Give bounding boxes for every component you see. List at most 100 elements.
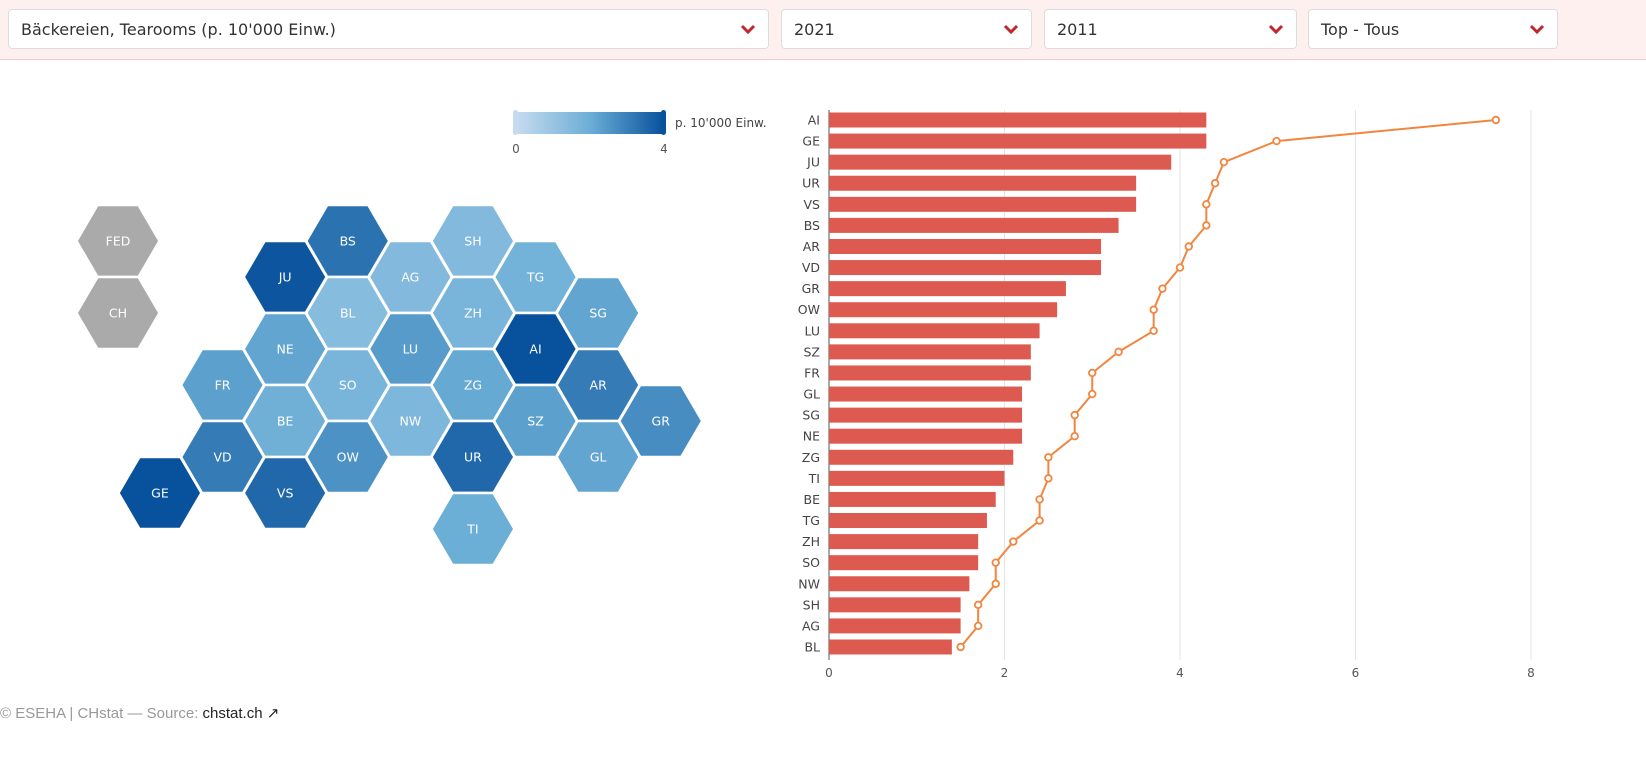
year-select[interactable]: 2021: [781, 9, 1032, 49]
hex-map: FED CH GE FR VD JU NE BE VS BS BL SO OW AG LU NW SH ZH ZG U…: [75, 203, 704, 567]
bar-gr[interactable]: [829, 281, 1066, 297]
hex-ow[interactable]: OW: [304, 419, 391, 495]
point-2011-fr[interactable]: [1088, 368, 1097, 378]
bar-fr[interactable]: [829, 365, 1031, 381]
hex-gr[interactable]: GR: [617, 383, 704, 459]
bar-sh[interactable]: [829, 597, 961, 613]
hex-label: GL: [590, 450, 607, 465]
chevron-down-icon: [1529, 24, 1545, 35]
bar-zg[interactable]: [829, 449, 1014, 465]
bar-zh[interactable]: [829, 534, 979, 550]
bar-bl[interactable]: [829, 639, 952, 655]
point-2011-gl[interactable]: [1088, 389, 1097, 399]
legend-max-handle[interactable]: [661, 110, 666, 135]
point-2011-vs[interactable]: [1202, 200, 1211, 209]
bar-ju[interactable]: [829, 154, 1172, 170]
bar-ge[interactable]: [829, 133, 1207, 149]
bar-ai[interactable]: [829, 112, 1207, 128]
point-2011-be[interactable]: [1035, 495, 1044, 504]
hex-shape[interactable]: [617, 383, 704, 459]
hex-label: BS: [340, 234, 356, 249]
bar-ne[interactable]: [829, 428, 1023, 444]
bar-ti[interactable]: [829, 470, 1005, 486]
hex-label: OW: [337, 450, 359, 465]
year-select-value: 2021: [794, 19, 835, 39]
point-2011-gr[interactable]: [1158, 284, 1167, 293]
point-2011-zg[interactable]: [1044, 453, 1053, 462]
bar-bs[interactable]: [829, 217, 1119, 233]
hex-label: ZH: [464, 306, 482, 321]
y-tick-label: TG: [802, 513, 820, 528]
source-link[interactable]: chstat.ch ↗: [202, 705, 280, 722]
bar-ag[interactable]: [829, 618, 961, 634]
bar-vd[interactable]: [829, 260, 1102, 276]
y-tick-label: ZG: [802, 450, 820, 465]
bar-ow[interactable]: [829, 302, 1058, 318]
point-2011-bl[interactable]: [956, 642, 965, 652]
hex-shape[interactable]: [429, 491, 516, 567]
point-2011-ne[interactable]: [1070, 432, 1079, 441]
point-2011-ge[interactable]: [1272, 136, 1281, 146]
point-2011-nw[interactable]: [991, 579, 1000, 588]
x-tick-label: 4: [1176, 666, 1184, 680]
y-tick-label: FR: [804, 365, 820, 380]
point-2011-vd[interactable]: [1175, 263, 1185, 272]
point-2011-sg[interactable]: [1070, 410, 1079, 420]
y-tick-label: GE: [802, 134, 820, 149]
legend-min-handle[interactable]: [513, 110, 518, 135]
y-tick-label: NW: [798, 576, 820, 591]
ranking-select[interactable]: Top - Tous: [1308, 9, 1558, 49]
y-tick-label: OW: [798, 302, 820, 317]
y-tick-label: UR: [802, 176, 820, 191]
hex-sh[interactable]: SH: [429, 203, 516, 279]
point-2011-ur[interactable]: [1210, 179, 1220, 188]
y-tick-label: BS: [804, 218, 820, 233]
bar-be[interactable]: [829, 491, 996, 507]
bar-gl[interactable]: [829, 386, 1023, 402]
point-2011-bs[interactable]: [1202, 221, 1211, 230]
y-tick-label: AR: [803, 239, 821, 254]
hex-label: SH: [464, 234, 481, 249]
bar-ar[interactable]: [829, 238, 1102, 254]
hex-fed[interactable]: FED: [75, 203, 161, 279]
x-tick-label: 8: [1527, 666, 1535, 680]
point-2011-ti[interactable]: [1044, 474, 1053, 483]
bar-tg[interactable]: [829, 513, 987, 529]
point-2011-ag[interactable]: [973, 621, 983, 631]
bar-sz[interactable]: [829, 344, 1031, 360]
y-tick-label: LU: [805, 323, 821, 338]
legend-unit-label: p. 10'000 Einw.: [675, 116, 767, 130]
point-2011-so[interactable]: [991, 558, 1000, 567]
chevron-down-icon: [1268, 24, 1284, 35]
point-2011-zh[interactable]: [1009, 537, 1018, 546]
bar-vs[interactable]: [829, 196, 1137, 212]
y-tick-label: VD: [802, 260, 820, 275]
hex-label: AI: [529, 342, 541, 357]
point-2011-ar[interactable]: [1184, 242, 1193, 251]
hex-shape[interactable]: [75, 275, 161, 351]
indicator-select[interactable]: Bäckereien, Tearooms (p. 10'000 Einw.): [8, 9, 769, 49]
hex-ch[interactable]: CH: [75, 275, 161, 351]
point-2011-ju[interactable]: [1219, 157, 1229, 167]
bar-ur[interactable]: [829, 175, 1137, 191]
y-tick-label: SG: [802, 408, 820, 423]
chevron-down-icon: [740, 24, 756, 35]
point-2011-sz[interactable]: [1114, 347, 1123, 357]
point-2011-sh[interactable]: [973, 600, 983, 610]
point-2011-ow[interactable]: [1149, 305, 1158, 314]
bar-nw[interactable]: [829, 576, 970, 592]
hex-label: JU: [278, 270, 292, 285]
bar-so[interactable]: [829, 555, 979, 571]
ranking-select-value: Top - Tous: [1321, 19, 1400, 39]
bar-lu[interactable]: [829, 323, 1040, 339]
point-2011-lu[interactable]: [1149, 326, 1158, 335]
bar-sg[interactable]: [829, 407, 1023, 423]
hex-label: VS: [277, 486, 294, 501]
point-2011-tg[interactable]: [1035, 516, 1044, 525]
footer: © ESEHA | CHstat — Source: chstat.ch ↗: [0, 704, 279, 722]
compare-year-select[interactable]: 2011: [1044, 9, 1297, 49]
hex-ti[interactable]: TI: [429, 491, 516, 567]
point-2011-ai[interactable]: [1491, 115, 1501, 125]
y-tick-label: AI: [808, 113, 820, 128]
hex-label: GE: [151, 486, 169, 501]
